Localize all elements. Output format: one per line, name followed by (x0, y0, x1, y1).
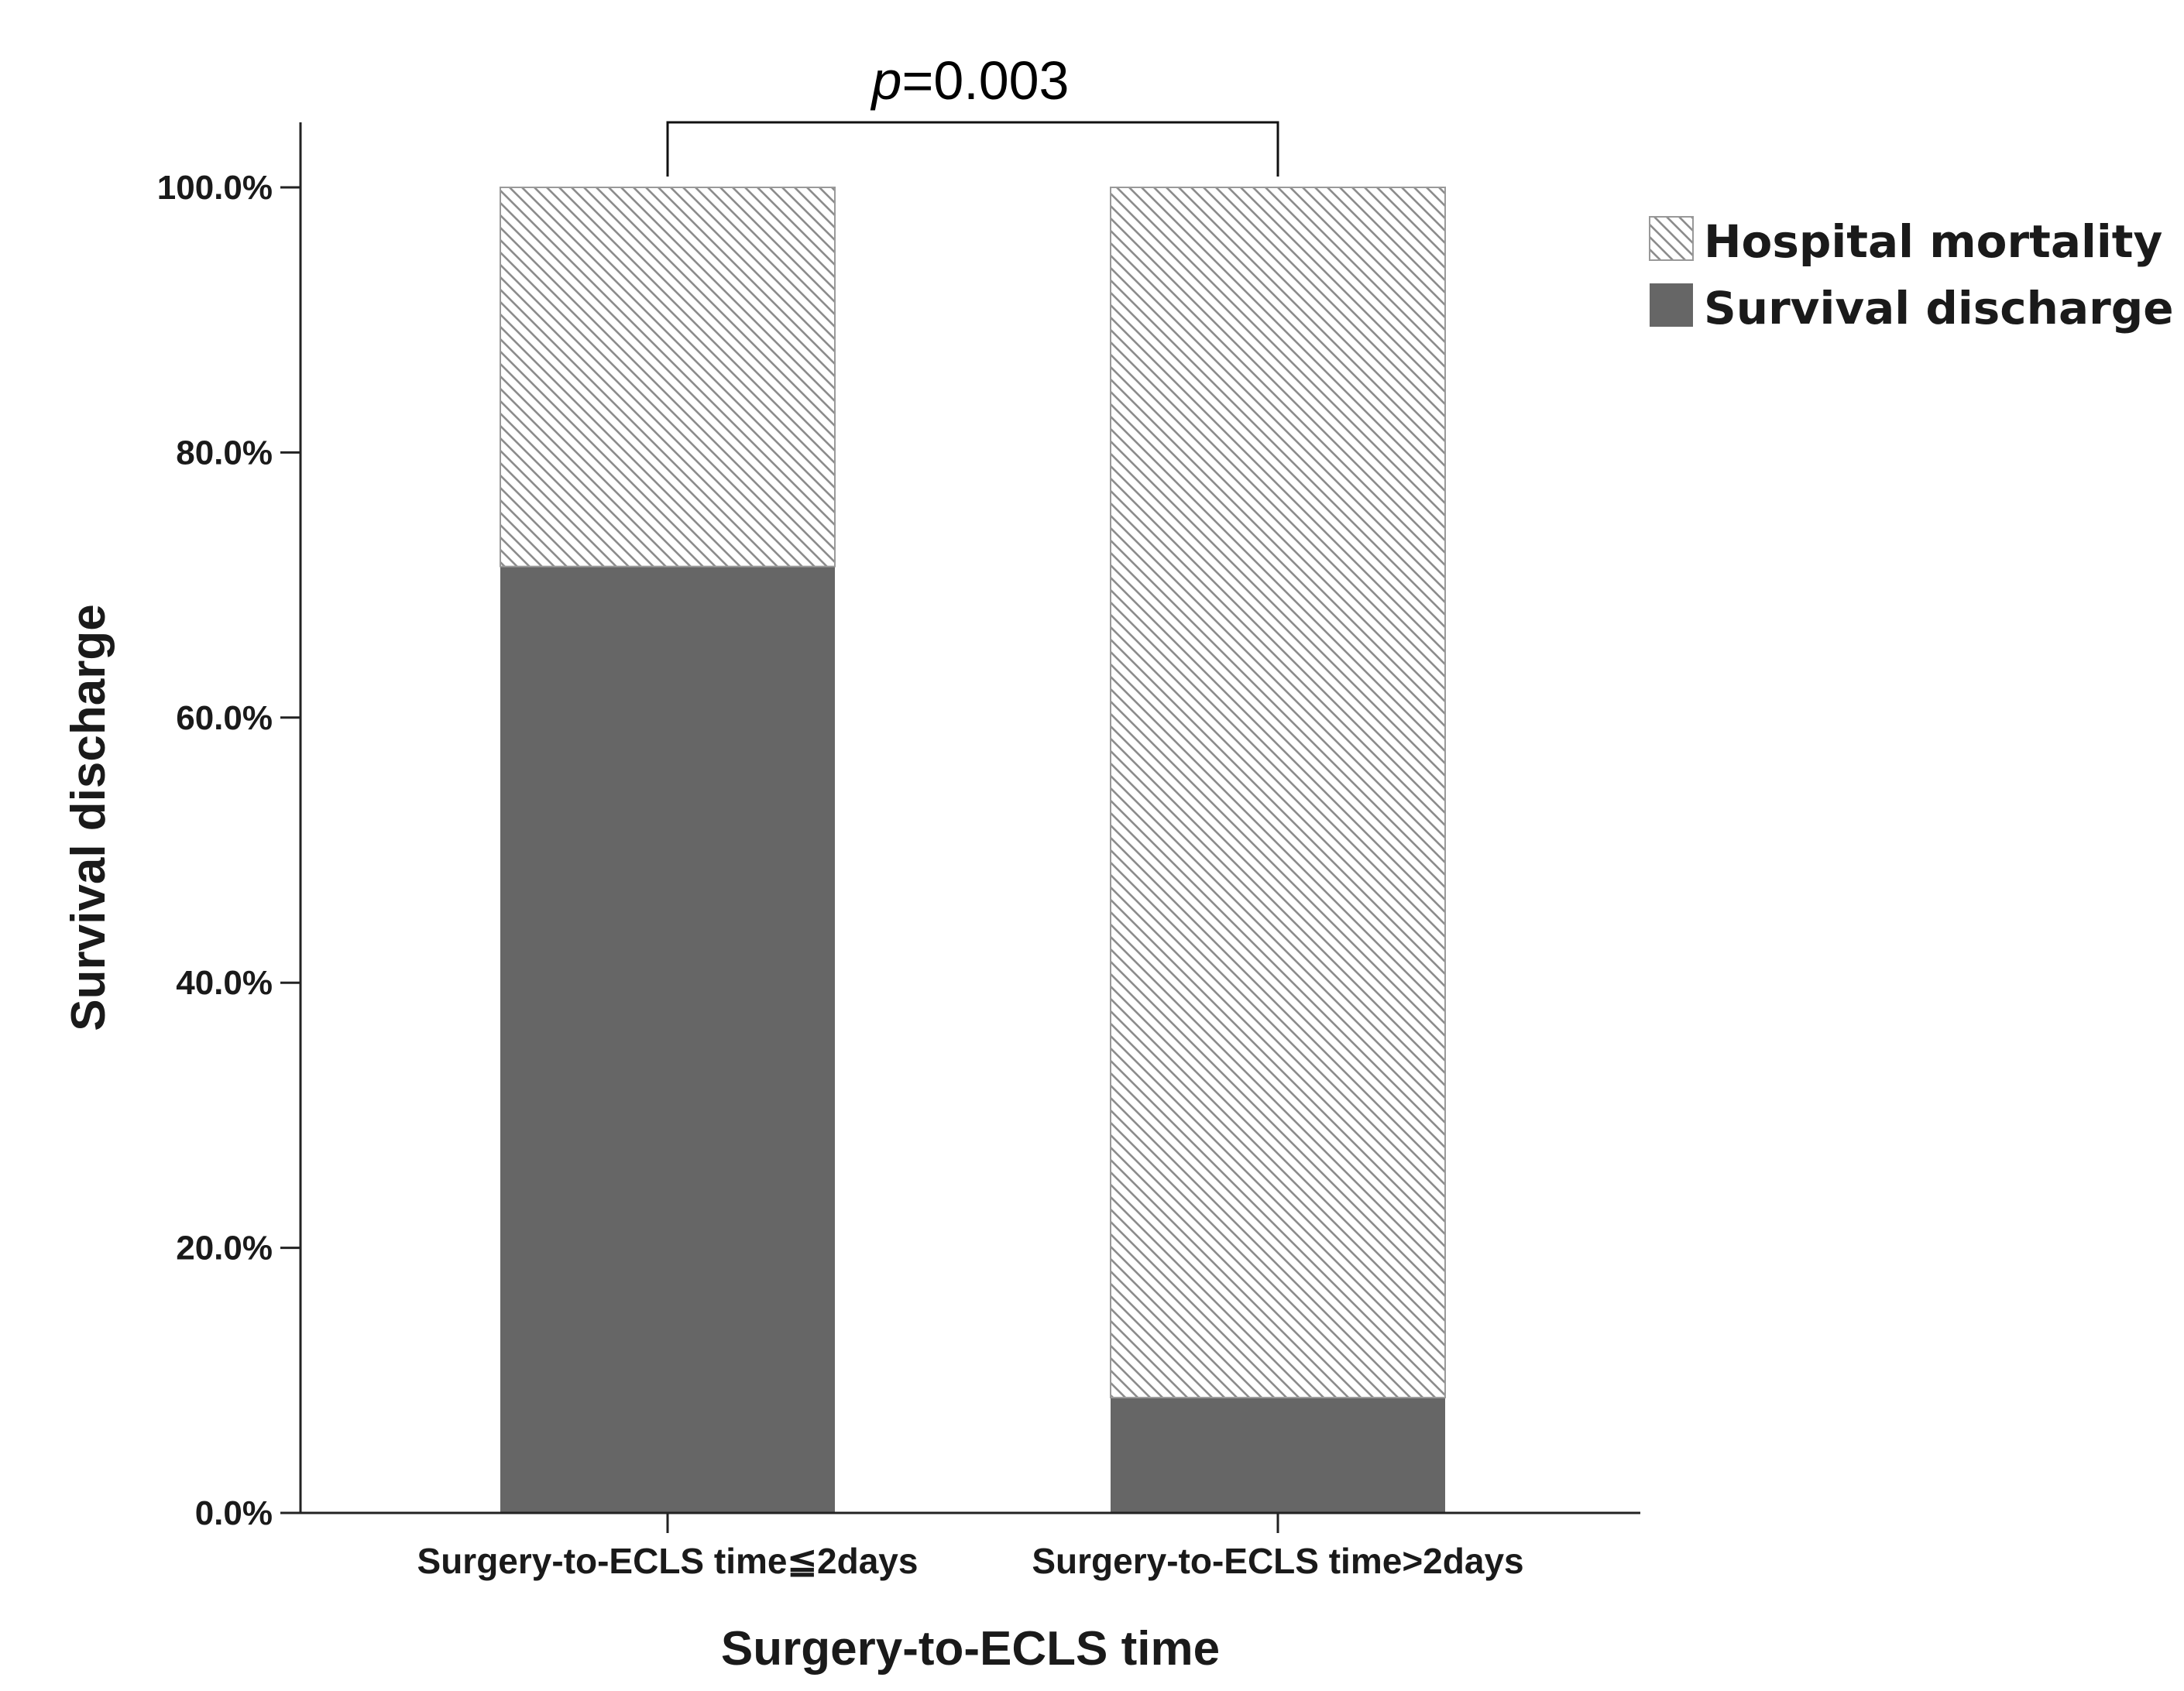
x-axis-title: Surgery-to-ECLS time (721, 1622, 1220, 1676)
y-tick-label: 40.0% (176, 964, 273, 1002)
y-axis-title: Survival discharge (62, 604, 115, 1031)
x-ticks-group: Surgery-to-ECLS time≦2days Surgery-to-ECL… (417, 1513, 1524, 1581)
p-value-symbol: p (871, 50, 902, 111)
x-category-label: Surgery-to-ECLS time≦2days (417, 1541, 919, 1581)
y-tick-label: 60.0% (176, 699, 273, 737)
legend-swatch-survival-discharge (1650, 283, 1693, 327)
p-value-annotation: p=0.003 (871, 50, 1070, 111)
y-tick-label: 0.0% (195, 1494, 273, 1532)
bar-hospital-mortality-2 (1110, 187, 1446, 1399)
legend: Hospital mortality Survival discharge (1649, 215, 2174, 334)
p-value-text: =0.003 (901, 50, 1069, 111)
bar-survival-discharge-1 (500, 566, 835, 1513)
legend-label-survival-discharge: Survival discharge (1704, 282, 2174, 334)
y-tick-label: 100.0% (157, 169, 273, 207)
legend-swatch-hospital-mortality (1649, 216, 1694, 261)
legend-label-hospital-mortality: Hospital mortality (1704, 215, 2162, 268)
x-category-label: Surgery-to-ECLS time>2days (1032, 1541, 1523, 1581)
bar-hospital-mortality-1 (500, 187, 836, 568)
significance-bracket (666, 121, 1279, 177)
y-ticks-group: 0.0% 20.0% 40.0% 60.0% 80.0% 100.0% (157, 169, 300, 1532)
y-tick-label: 20.0% (176, 1230, 273, 1267)
bars-group (500, 187, 1446, 1513)
y-tick-label: 80.0% (176, 434, 273, 472)
bar-survival-discharge-2 (1111, 1398, 1445, 1513)
